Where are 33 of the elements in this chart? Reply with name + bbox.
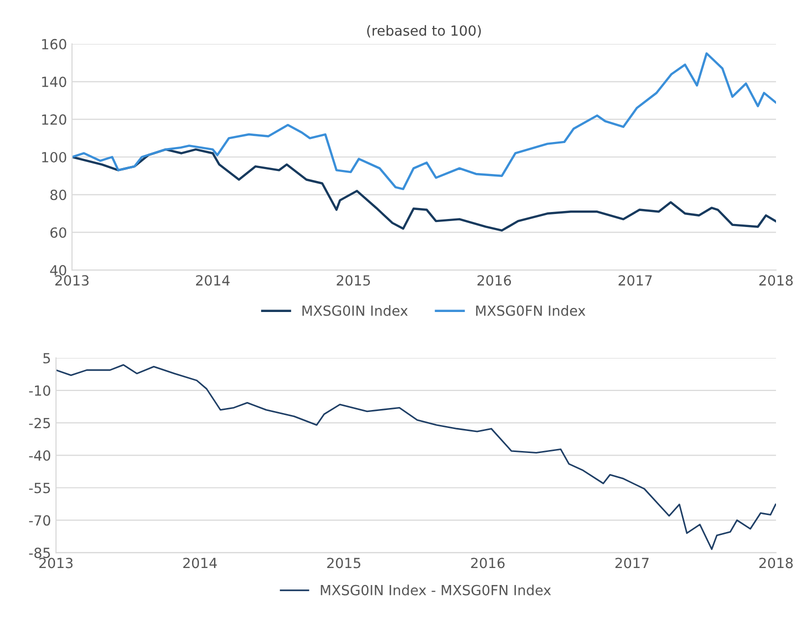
x-tick-label: 2016 [478, 275, 511, 286]
legend-label: MXSG0IN Index - MXSG0FN Index [320, 584, 551, 596]
y-tick-label: -85 [29, 548, 50, 558]
x-tick-label: 2014 [183, 558, 217, 568]
y-tick-label: 5 [43, 353, 50, 364]
line-series [72, 148, 776, 232]
x-tick-label: 2017 [618, 275, 652, 286]
x-tick-label: 2013 [39, 558, 73, 568]
y-tick-label: 100 [42, 152, 66, 162]
x-tick-label: 2015 [336, 275, 370, 286]
y-tick-label: -70 [29, 515, 50, 526]
y-tick-label: -10 [29, 385, 50, 396]
y-tick-label: 60 [50, 227, 66, 238]
x-tick-label: 2018 [759, 558, 793, 568]
y-tick-label: 80 [50, 190, 66, 200]
x-tick-label: 2015 [327, 558, 360, 568]
y-tick-label: 40 [50, 265, 66, 276]
legend-label: MXSG0FN Index [476, 305, 586, 316]
y-tick-label: -55 [29, 482, 50, 494]
line-series [56, 364, 776, 550]
x-tick-label: 2016 [471, 558, 505, 568]
y-tick-label: 120 [42, 114, 66, 125]
x-tick-label: 2013 [55, 275, 89, 286]
x-tick-label: 2018 [759, 275, 793, 286]
legend-label: MXSG0IN Index [302, 305, 408, 316]
x-tick-label: 2014 [196, 275, 230, 286]
chart-title: (rebased to 100) [367, 25, 481, 38]
y-tick-label: -40 [29, 450, 50, 461]
x-tick-label: 2017 [615, 558, 649, 568]
line-series [72, 52, 776, 190]
y-tick-label: 140 [42, 76, 66, 88]
y-tick-label: 160 [42, 38, 66, 50]
y-tick-label: -25 [29, 418, 50, 428]
